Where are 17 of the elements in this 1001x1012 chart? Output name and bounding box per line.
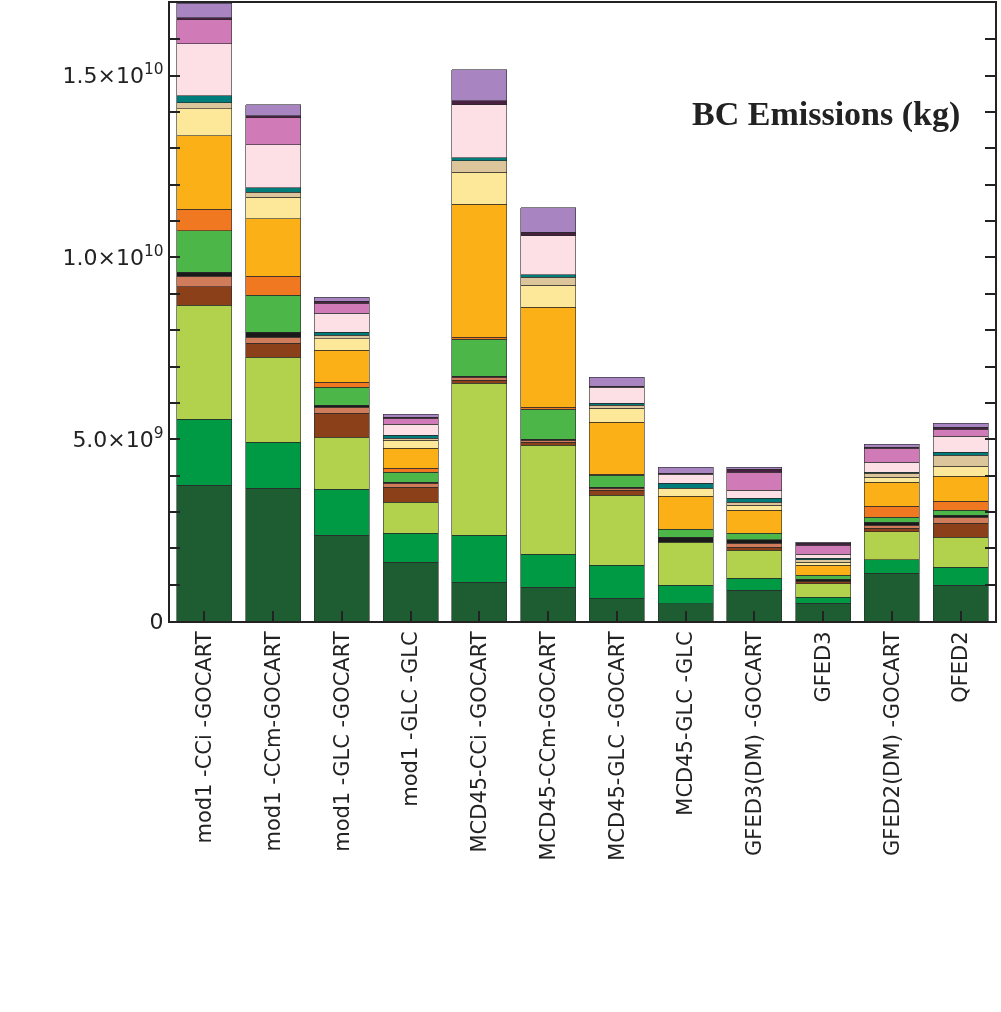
y-tick-label: 1.5×10$^{10}$ bbox=[62, 60, 164, 89]
x-tick-label: GFED2(DM) -GOCART bbox=[879, 631, 904, 856]
y-tick-label: 0 bbox=[149, 608, 164, 634]
x-tick-label: MCD45-GLC -GLC bbox=[673, 631, 698, 816]
y-tick-label: 5.0×10$^{9}$ bbox=[72, 423, 164, 452]
x-tick-label: mod1 -CCi -GOCART bbox=[192, 631, 217, 844]
x-tick-label: mod1 -GLC -GLC bbox=[398, 631, 423, 807]
x-tick-label: MCD45-CCi -GOCART bbox=[467, 631, 492, 853]
y-tick-label: 1.0×10$^{10}$ bbox=[62, 241, 164, 271]
x-tick-label: GFED3(DM) -GOCART bbox=[742, 631, 767, 856]
x-tick-label: MCD45-CCm-GOCART bbox=[535, 631, 560, 861]
x-tick-label: mod1 -CCm-GOCART bbox=[260, 631, 285, 852]
x-tick-label: QFED2 bbox=[948, 631, 973, 703]
text: BC Emissions (kg) bbox=[692, 95, 961, 133]
x-tick-label: GFED3 bbox=[810, 631, 835, 703]
x-tick-label: mod1 -GLC -GOCART bbox=[329, 631, 354, 852]
x-tick-label: MCD45-GLC -GOCART bbox=[604, 631, 629, 861]
